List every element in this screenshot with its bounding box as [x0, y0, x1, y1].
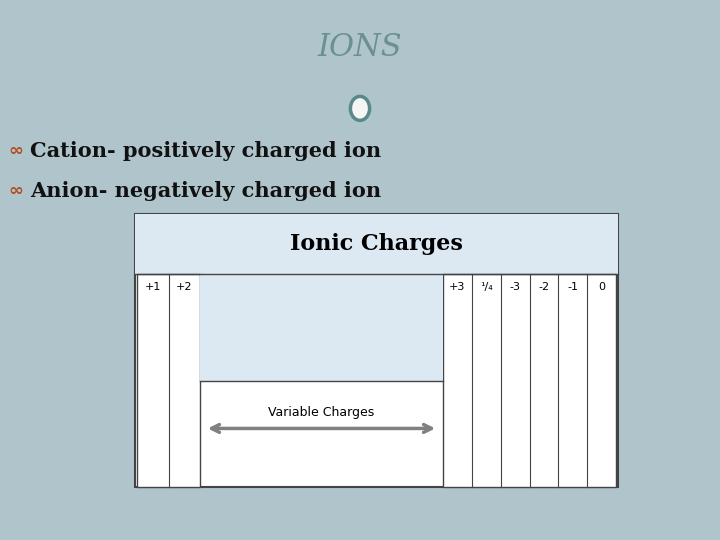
- Bar: [135, 214, 618, 274]
- Bar: [137, 274, 200, 487]
- Text: -3: -3: [510, 282, 521, 292]
- Text: 0: 0: [598, 282, 605, 292]
- Ellipse shape: [351, 96, 369, 120]
- Text: +1: +1: [145, 282, 161, 292]
- Text: Variable Charges: Variable Charges: [269, 406, 374, 419]
- Text: Anion- negatively charged ion: Anion- negatively charged ion: [30, 181, 381, 201]
- Text: ¹/₄: ¹/₄: [480, 282, 492, 292]
- Text: -1: -1: [567, 282, 578, 292]
- Text: +2: +2: [176, 282, 192, 292]
- Text: ∞: ∞: [8, 143, 23, 160]
- Text: IONS: IONS: [318, 32, 402, 64]
- Text: +3: +3: [449, 282, 466, 292]
- Bar: [443, 274, 616, 487]
- Bar: [135, 214, 618, 487]
- Bar: [200, 274, 443, 381]
- Text: -2: -2: [539, 282, 549, 292]
- Text: Cation- positively charged ion: Cation- positively charged ion: [30, 141, 381, 161]
- Text: Ionic Charges: Ionic Charges: [290, 233, 463, 255]
- Text: ∞: ∞: [8, 183, 23, 200]
